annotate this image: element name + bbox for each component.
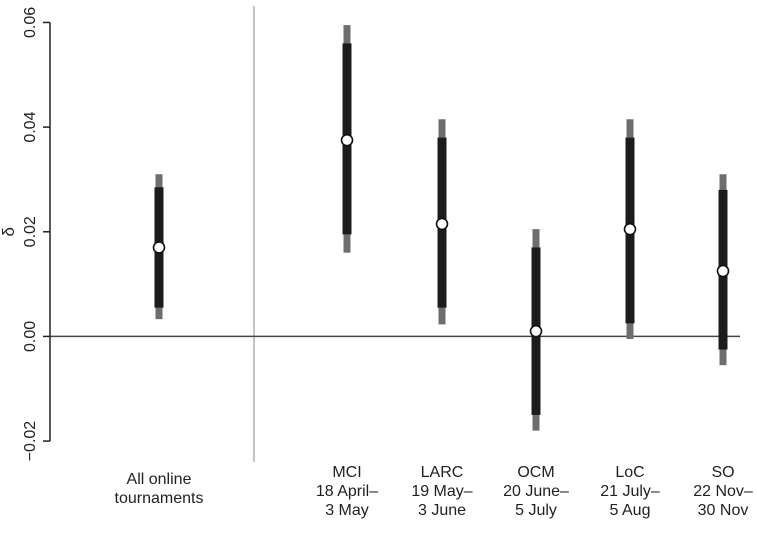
category-label-line: LARC — [421, 464, 464, 481]
category-label-line: 3 May — [325, 502, 369, 519]
error-bar-group — [716, 174, 730, 366]
category-label-line: MCI — [332, 464, 361, 481]
category-label-line: 5 Aug — [610, 502, 651, 519]
category-label-line: 3 June — [418, 502, 466, 519]
category-label: MCI 18 April– 3 May — [316, 464, 378, 519]
category-label-line: All online — [127, 471, 192, 488]
category-label-line: 21 July– — [600, 483, 660, 500]
category-label-line: SO — [711, 464, 734, 481]
category-label-line: 20 June– — [503, 483, 569, 500]
y-tick-label: 0.00 — [22, 321, 39, 352]
point-estimate-marker — [152, 241, 166, 254]
y-axis-label: δ — [0, 227, 18, 236]
category-label-line: 22 Nov– — [693, 483, 753, 500]
category-label-line: 30 Nov — [698, 502, 749, 519]
error-bar-group — [529, 229, 543, 431]
error-bar-group — [623, 119, 637, 340]
point-estimate-marker — [529, 324, 543, 338]
y-axis: −0.02 0.00 0.02 0.04 0.06 — [22, 7, 51, 462]
category-label: OCM 20 June– 5 July — [503, 464, 569, 519]
category-label-line: LoC — [615, 464, 644, 481]
category-label-line: 5 July — [515, 502, 557, 519]
category-label-line: OCM — [517, 464, 554, 481]
category-label-line: tournaments — [115, 490, 204, 507]
y-tick-label: −0.02 — [22, 421, 39, 462]
y-tick-label: 0.04 — [22, 111, 39, 142]
category-labels: All online tournaments MCI 18 April– 3 May LA… — [115, 464, 753, 519]
category-label-line: 19 May– — [411, 483, 472, 500]
category-label: LoC 21 July– 5 Aug — [600, 464, 660, 519]
point-estimate-marker — [435, 217, 449, 231]
y-tick-label: 0.02 — [22, 216, 39, 247]
point-estimate-marker — [340, 133, 354, 147]
error-bars — [152, 25, 730, 431]
category-label-line: 18 April– — [316, 483, 378, 500]
error-bar-group — [152, 174, 166, 320]
category-label: SO 22 Nov– 30 Nov — [693, 464, 753, 519]
y-tick-label: 0.06 — [22, 7, 39, 38]
category-label: All online tournaments — [115, 471, 204, 507]
point-estimate-marker — [623, 222, 637, 236]
category-label: LARC 19 May– 3 June — [411, 464, 472, 519]
error-bar-group — [340, 25, 354, 253]
point-estimate-marker — [716, 264, 730, 278]
error-bar-group — [435, 119, 449, 325]
